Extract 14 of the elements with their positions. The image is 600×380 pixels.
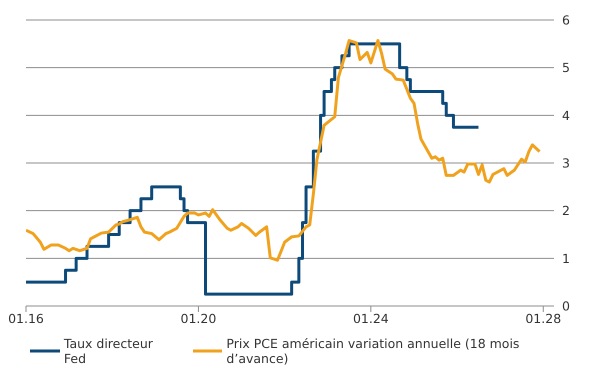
y-tick-label: 2 xyxy=(562,203,570,218)
x-tick-label: 01.28 xyxy=(525,310,562,326)
legend-label: Taux directeur Fed xyxy=(64,336,154,366)
y-tick-label: 5 xyxy=(562,60,570,76)
x-tick-label: 01.16 xyxy=(8,310,44,326)
legend-label: Prix PCE américain variation annuelle (18 mois d’avance) xyxy=(226,336,520,366)
y-tick-label: 1 xyxy=(562,250,570,266)
line-series xyxy=(26,38,542,262)
y-tick-label: 3 xyxy=(562,155,570,170)
x-tick-label: 01.24 xyxy=(352,310,389,326)
x-tick-label: 01.20 xyxy=(180,310,216,326)
y-tick-label: 0 xyxy=(562,298,570,314)
y-tick-label: 6 xyxy=(562,12,570,28)
y-tick-label: 4 xyxy=(562,108,570,123)
